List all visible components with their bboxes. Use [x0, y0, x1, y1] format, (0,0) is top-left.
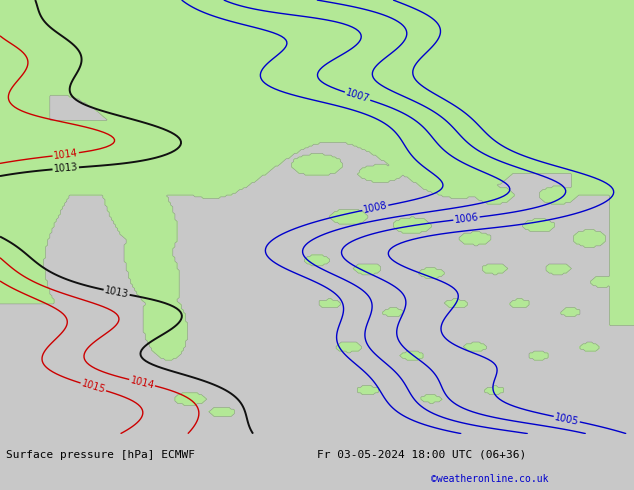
Text: 1008: 1008: [362, 200, 388, 215]
Text: 1006: 1006: [454, 212, 479, 225]
Text: 1014: 1014: [53, 148, 79, 161]
Text: 1015: 1015: [80, 379, 107, 395]
Text: 1013: 1013: [53, 162, 79, 174]
Text: Fr 03-05-2024 18:00 UTC (06+36): Fr 03-05-2024 18:00 UTC (06+36): [317, 450, 526, 460]
Text: Surface pressure [hPa] ECMWF: Surface pressure [hPa] ECMWF: [6, 450, 195, 460]
Text: ©weatheronline.co.uk: ©weatheronline.co.uk: [431, 474, 548, 484]
Text: 1014: 1014: [129, 375, 155, 391]
Text: 1005: 1005: [553, 412, 580, 427]
Text: 1007: 1007: [344, 88, 371, 105]
Text: 1013: 1013: [103, 285, 129, 300]
